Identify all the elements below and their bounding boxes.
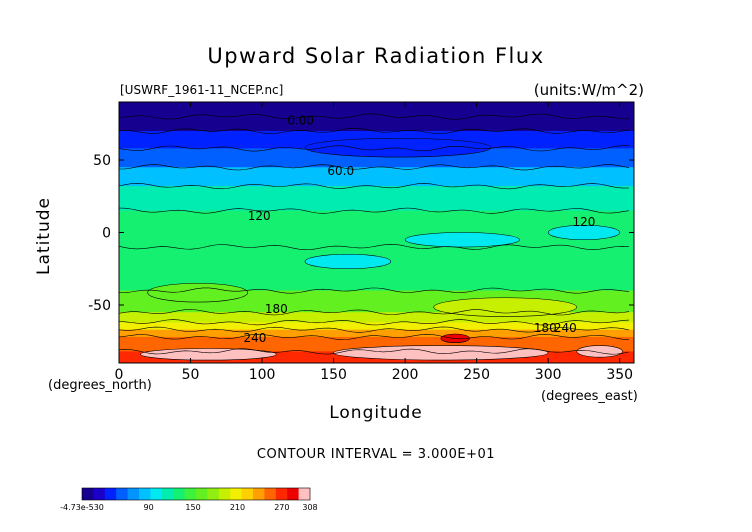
y-tick-label-1: 0 [102,226,111,242]
colorbar-swatch-19 [298,488,311,500]
contour-line-13 [119,348,630,355]
contour-interval: CONTOUR INTERVAL = 3.000E+01 [256,447,496,462]
colorbar-tick-label-4: 270 [274,503,289,512]
contour-line-9 [119,309,630,316]
y-tick-label-2: 50 [93,153,111,169]
contour-label-7: 240 [554,321,577,335]
field-patch-8 [304,137,492,158]
colorbar: -4.73e-530 90 150 210 270 308 [60,487,318,512]
contour-line-10 [119,319,630,326]
field-patch-6 [547,224,620,241]
colorbar-swatch-9 [184,488,197,500]
field-patch-9 [147,282,249,303]
colorbar-swatch-5 [139,488,151,500]
colorbar-swatch-14 [241,488,254,500]
lat-band-0 [119,102,634,117]
colorbar-swatch-15 [253,488,265,500]
colorbar-swatch-10 [196,488,208,500]
lat-band-9 [119,312,634,323]
colorbar-tick-label-0: -4.73e-530 [60,503,104,512]
contour-line-2 [119,127,630,134]
colorbar-swatch-16 [264,488,277,500]
contour-line-12 [119,333,630,341]
colorbar-swatch-0 [82,488,94,500]
x-tick-label-3: 150 [320,367,347,383]
lat-band-11 [119,329,634,338]
x-tick-label-0: 0 [115,367,124,383]
colorbar-swatch-1 [93,488,106,500]
contour-label-5: 240 [243,331,266,345]
y-units-label: (degrees_north) [48,378,152,393]
contour-line-11 [119,326,630,333]
x-units-label: (degrees_east) [541,389,638,404]
contour-line-5 [119,182,630,190]
lat-band-6 [119,210,634,248]
contour-label-3: 120 [572,215,595,229]
colorbar-frame [81,487,311,501]
x-tick-label-7: 350 [606,367,633,383]
x-tick-label-5: 250 [463,367,490,383]
contour-label-0: 0.00 [287,113,314,127]
field-patch-0 [333,345,549,361]
x-axis-label: Longitude [329,403,423,423]
colorbar-swatch-3 [116,488,128,500]
lat-band-5 [119,186,634,212]
contour-label-6: 180 [534,321,557,335]
colorbar-swatch-6 [150,488,163,500]
field-patch-7 [433,297,578,317]
lat-band-3 [119,148,634,168]
lat-band-4 [119,167,634,187]
plot-area [119,102,634,363]
colorbar-tick-label-5: 308 [302,503,317,512]
lat-band-10 [119,322,634,331]
chart-title: Upward Solar Radiation Flux [207,44,545,68]
colorbar-tick-label-2: 150 [185,503,200,512]
x-tick-label-4: 200 [392,367,419,383]
contour-line-4 [119,164,630,171]
y-tick-label-0: -50 [88,298,111,314]
x-tick-label-2: 100 [249,367,276,383]
contour-line-7 [119,243,630,251]
x-tick-label-1: 50 [182,367,200,383]
contour-label-1: 60.0 [327,164,354,178]
field-patch-1 [140,348,277,361]
colorbar-tick-label-3: 210 [230,503,245,512]
contour-line-1 [119,113,630,120]
contour-line-3 [119,145,630,152]
colorbar-tick-label-1: 90 [144,503,154,512]
contour-line-6 [119,207,630,214]
field-patch-4 [404,232,520,248]
units-label: (units:W/m^2) [533,81,644,99]
colorbar-swatch-11 [207,488,220,500]
contour-label-4: 180 [265,302,288,316]
colorbar-swatch-7 [161,488,174,500]
colorbar-swatch-18 [287,488,299,500]
colorbar-swatch-2 [104,488,117,500]
colorbar-swatch-17 [275,488,288,500]
contour-label-2: 120 [248,209,271,223]
field-patch-3 [576,345,623,358]
colorbar-swatch-4 [127,488,140,500]
colorbar-swatch-8 [173,488,185,500]
colorbar-swatch-13 [230,488,242,500]
x-tick-label-6: 300 [535,367,562,383]
field-patch-5 [304,253,392,270]
contour-line-8 [119,287,630,294]
colorbar-swatch-12 [218,488,231,500]
axes: 0 50 100 150 200 250 300 350 -50 0 50 [88,102,634,383]
file-label: [USWRF_1961-11_NCEP.nc] [120,83,284,97]
lat-band-1 [119,116,634,132]
